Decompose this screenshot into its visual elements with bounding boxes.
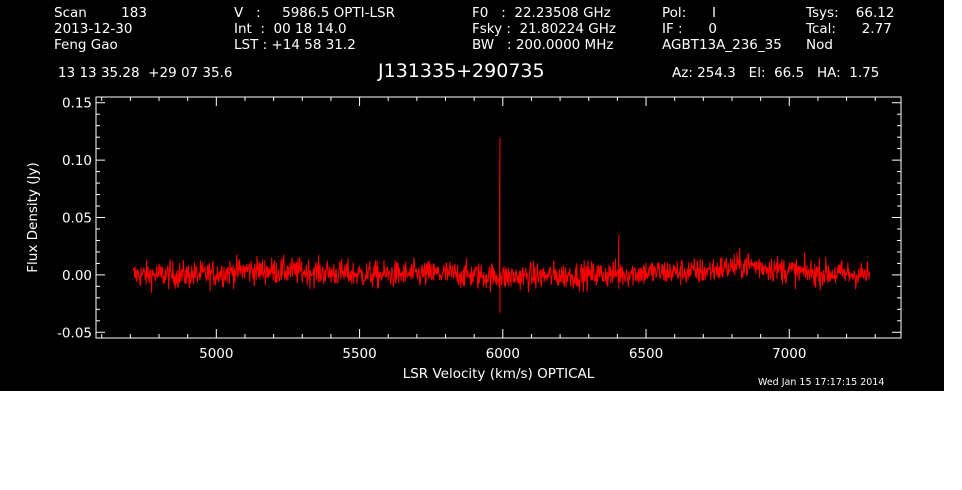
az-el-ha-text: Az: 254.3 El: 66.5 HA: 1.75 — [672, 65, 880, 81]
f0-text: F0 : 22.23508 GHz — [472, 5, 611, 21]
x-tick-label: 6500 — [629, 346, 663, 362]
y-tick-label: 0.00 — [62, 268, 92, 284]
spectrum-line — [132, 137, 870, 313]
project-text: AGBT13A_236_35 — [662, 37, 782, 53]
pol-text: Pol: I — [662, 5, 716, 21]
y-tick-label: 0.05 — [62, 211, 92, 227]
y-axis-label: Flux Density (Jy) — [25, 162, 41, 272]
tsys-text: Tsys: 66.12 — [806, 5, 895, 21]
observer-text: Feng Gao — [54, 37, 118, 53]
x-tick-label: 5500 — [342, 346, 376, 362]
velocity-text: V : 5986.5 OPTI-LSR — [234, 5, 395, 21]
lst-text: LST : +14 58 31.2 — [234, 37, 356, 53]
x-axis-label: LSR Velocity (km/s) OPTICAL — [403, 366, 595, 382]
plot-frame — [95, 96, 902, 339]
integration-text: Int : 00 18 14.0 — [234, 21, 347, 37]
fsky-text: Fsky : 21.80224 GHz — [472, 21, 616, 37]
plot-panel: Scan 183 2013-12-30 Feng Gao V : 5986.5 … — [0, 0, 944, 391]
x-tick-label: 7000 — [772, 346, 806, 362]
x-tick-label: 5000 — [199, 346, 233, 362]
source-title: J131335+290735 — [378, 60, 545, 82]
y-tick-label: 0.10 — [62, 153, 92, 169]
if-text: IF : 0 — [662, 21, 717, 37]
scan-text: Scan 183 — [54, 5, 147, 21]
y-tick-label: -0.05 — [57, 325, 92, 341]
bw-text: BW : 200.0000 MHz — [472, 37, 614, 53]
timestamp-text: Wed Jan 15 17:17:15 2014 — [758, 377, 885, 388]
procedure-text: Nod — [806, 37, 833, 53]
coordinates-text: 13 13 35.28 +29 07 35.6 — [58, 65, 233, 81]
x-tick-label: 6000 — [486, 346, 520, 362]
date-text: 2013-12-30 — [54, 21, 133, 37]
tcal-text: Tcal: 2.77 — [806, 21, 892, 37]
y-tick-label: 0.15 — [62, 96, 92, 112]
